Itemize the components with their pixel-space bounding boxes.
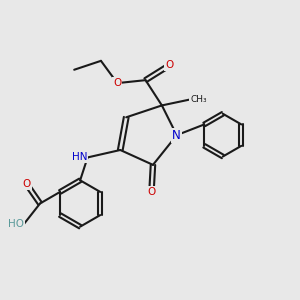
Text: N: N [172, 129, 181, 142]
Text: O: O [165, 60, 173, 70]
Text: HO: HO [8, 219, 24, 229]
Text: CH₃: CH₃ [190, 95, 207, 104]
Text: O: O [22, 179, 31, 189]
Text: O: O [147, 187, 156, 196]
Text: HN: HN [72, 152, 88, 162]
Text: O: O [113, 78, 122, 88]
